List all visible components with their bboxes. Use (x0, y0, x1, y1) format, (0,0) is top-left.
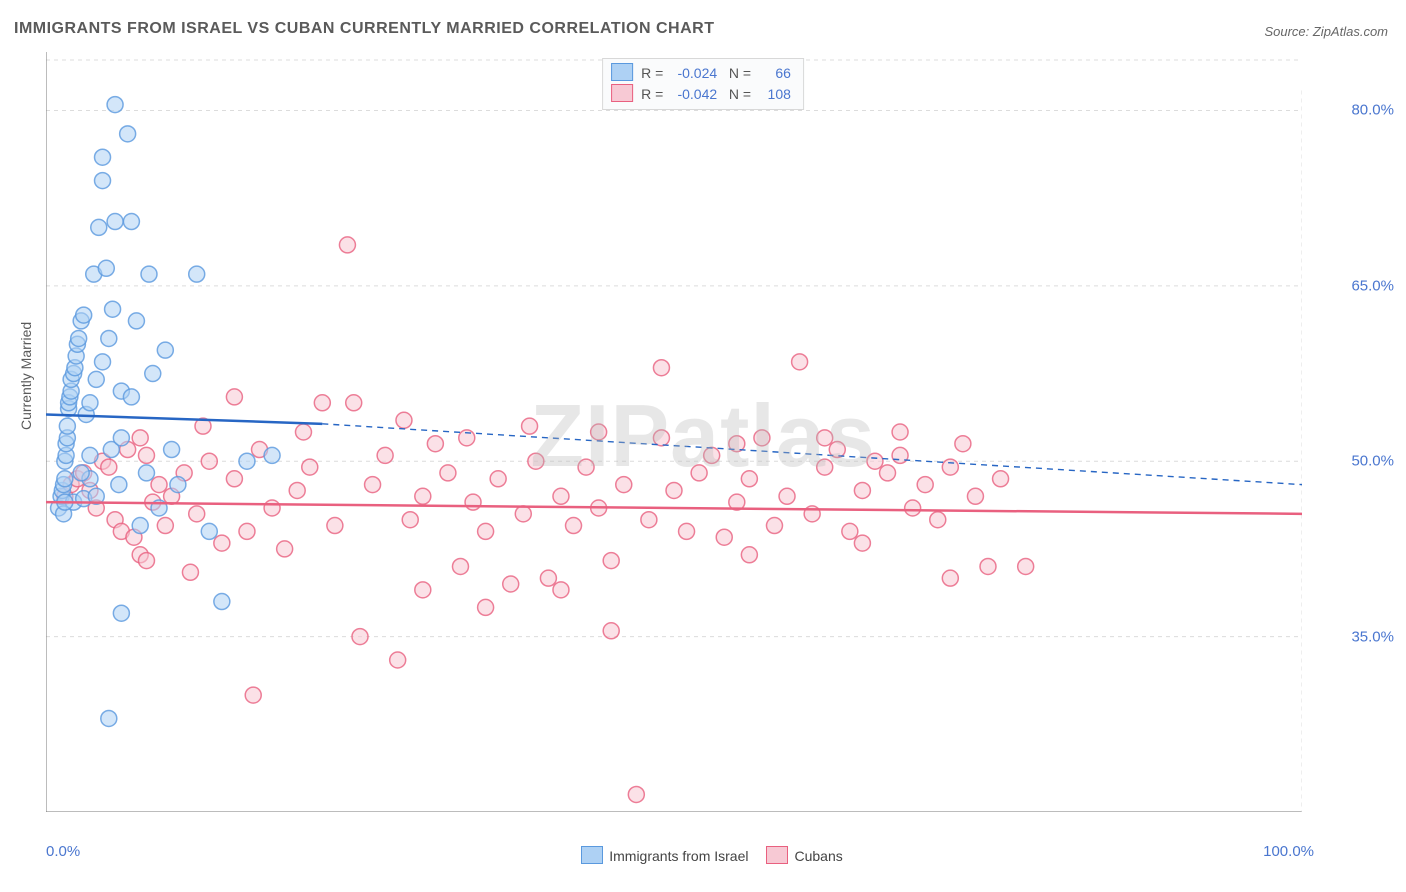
legend-r-value: -0.024 (667, 63, 717, 84)
legend-swatch (766, 846, 788, 864)
y-tick-label: 65.0% (1351, 277, 1394, 294)
legend-series-label: Cubans (794, 848, 842, 864)
y-tick-label: 35.0% (1351, 628, 1394, 645)
y-tick-label: 50.0% (1351, 453, 1394, 470)
legend-n-label: N = (717, 86, 755, 102)
y-axis-label: Currently Married (18, 322, 34, 430)
legend-r-value: -0.042 (667, 84, 717, 105)
y-tick-label: 80.0% (1351, 102, 1394, 119)
scatter-plot (46, 52, 1302, 812)
legend-swatch (611, 63, 633, 81)
legend-n-value: 66 (755, 63, 791, 84)
chart-title: IMMIGRANTS FROM ISRAEL VS CUBAN CURRENTL… (14, 20, 714, 38)
legend-series-label: Immigrants from Israel (609, 848, 748, 864)
legend-swatch (611, 84, 633, 102)
legend-n-label: N = (717, 65, 755, 81)
source-attribution: Source: ZipAtlas.com (1264, 24, 1388, 39)
legend-r-label: R = (641, 65, 667, 81)
chart-container: IMMIGRANTS FROM ISRAEL VS CUBAN CURRENTL… (0, 0, 1406, 892)
correlation-legend: R = -0.024 N = 66R = -0.042 N = 108 (602, 58, 804, 110)
legend-swatch (581, 846, 603, 864)
series-legend: Immigrants from Israel Cubans (0, 846, 1406, 864)
legend-r-label: R = (641, 86, 667, 102)
legend-n-value: 108 (755, 84, 791, 105)
legend-row: R = -0.042 N = 108 (611, 84, 791, 105)
legend-row: R = -0.024 N = 66 (611, 63, 791, 84)
